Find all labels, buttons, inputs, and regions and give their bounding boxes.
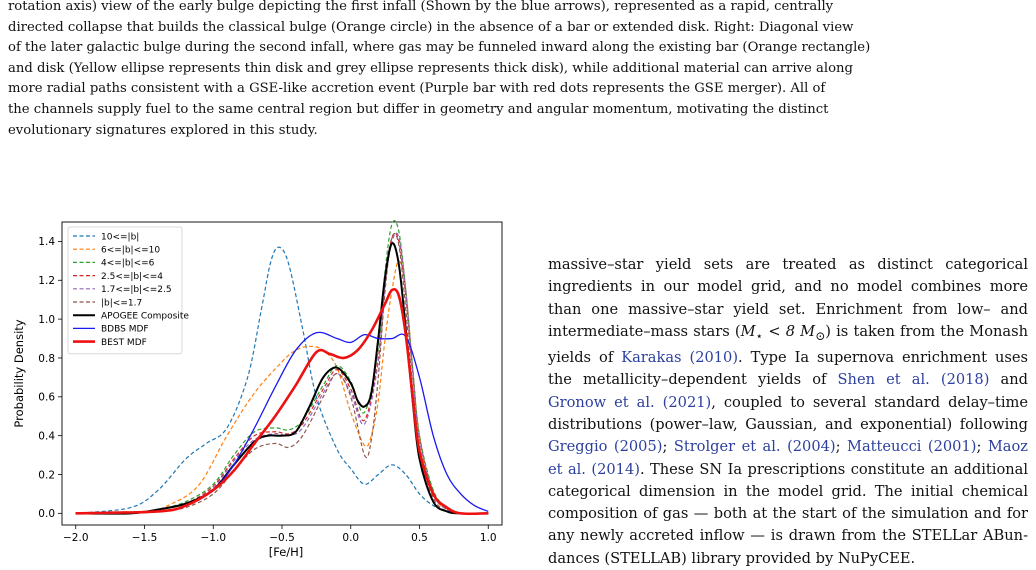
mdf-chart: −2.0 −1.5 −1.0 −0.5 0.0 0.5 1.0 0.0 0.2 0.4 0.6 0.8… — [12, 220, 503, 559]
legend-box — [67, 226, 183, 355]
citation-link[interactable]: Greg­gio (2005) — [548, 438, 663, 456]
y-tick-label: 0.6 — [38, 392, 55, 404]
caption-line: and disk (Yellow ellipse represents thin… — [8, 60, 853, 76]
x-tick-label: −1.5 — [132, 532, 158, 544]
x-tick-label: 0.0 — [342, 532, 359, 544]
x-axis-label: [Fe/H] — [269, 545, 304, 559]
x-tick-label: 1.0 — [480, 532, 497, 544]
legend-entry: 10<=|b| — [101, 232, 139, 242]
caption-line: more radial paths consistent with a GSE-… — [8, 81, 826, 97]
citation-link[interactable]: Strolger et al. (2004) — [673, 438, 836, 456]
series-line-10-b- — [75, 246, 489, 515]
x-tick-label: −1.0 — [201, 532, 227, 544]
y-tick-label: 0.4 — [38, 430, 55, 442]
text-run: ) is taken from the Monash yields of — [548, 322, 1028, 367]
caption-line: the channels supply fuel to the same cen… — [8, 101, 829, 117]
citation-link[interactable]: Shen et al. (2018) — [837, 371, 990, 389]
x-tick-label: 0.5 — [411, 532, 428, 544]
math-symbol: M — [740, 322, 756, 340]
text-run: massive–star yield sets are treated as d… — [548, 256, 1028, 340]
legend-entry: BDBS MDF — [101, 325, 149, 335]
y-tick-label: 0.8 — [38, 353, 55, 365]
citation-link[interactable]: Maoz et al. (2014) — [548, 438, 1028, 478]
legend-entry: BEST MDF — [101, 338, 147, 348]
x-tick-label: −0.5 — [269, 532, 295, 544]
mdf-figure: −2.0 −1.5 −1.0 −0.5 0.0 0.5 1.0 0.0 0.2 0.4 0.6 0.8… — [0, 212, 520, 561]
body-paragraph: massive–star yield sets are treated as d… — [548, 254, 1028, 570]
citation-link[interactable]: Gronow et al. (2021) — [548, 393, 712, 411]
text-run: . Type Ia supernova enrichment uses the … — [548, 349, 1028, 389]
math-subscript: ⋆ — [755, 328, 764, 343]
text-run: , coupled to several standard delay–time… — [548, 393, 1028, 433]
figure-caption: rotation axis) view of the early bulge d… — [8, 0, 1028, 141]
y-tick-label: 1.0 — [38, 314, 55, 326]
y-tick-label: 1.4 — [38, 236, 55, 248]
text-run: ; — [835, 438, 847, 456]
math-subscript: ⊙ — [815, 328, 826, 343]
legend-entry: APOGEE Composite — [101, 312, 189, 322]
series-line-6-b-10 — [75, 260, 489, 515]
legend-entry: 1.7<=|b|<=2.5 — [101, 285, 172, 295]
text-run: and — [989, 371, 1028, 389]
caption-line: evolutionary signatures explored in this… — [8, 122, 318, 138]
legend-entry: 4<=|b|<=6 — [101, 259, 155, 269]
text-run: ; — [662, 438, 674, 456]
series-line-2-5-b-4 — [75, 232, 489, 515]
caption-line: directed collapse that builds the classi… — [8, 19, 854, 35]
caption-line: rotation axis) view of the early bulge d… — [8, 0, 834, 14]
series-line-best-mdf — [75, 287, 489, 516]
y-axis-label: Probability Density — [12, 319, 26, 427]
x-tick-label: −2.0 — [63, 532, 89, 544]
legend-entry: 2.5<=|b|<=4 — [101, 272, 163, 282]
citation-link[interactable]: Matteucci (2001) — [847, 438, 977, 456]
legend-entry: 6<=|b|<=10 — [101, 246, 160, 256]
body-text: massive–star yield sets are treated as d… — [548, 254, 1028, 570]
y-tick-label: 0.2 — [38, 469, 55, 481]
series-line--b-1-7 — [75, 232, 489, 515]
legend-entry: |b|<=1.7 — [101, 298, 142, 308]
series-line-1-7-b-2-5 — [75, 232, 489, 515]
math-symbol: < 8 M — [763, 322, 816, 340]
caption-line: of the later galactic bulge during the s… — [8, 40, 871, 56]
y-tick-label: 0.0 — [38, 508, 55, 520]
citation-link[interactable]: Karakas (2010) — [621, 349, 739, 367]
y-tick-label: 1.2 — [38, 275, 55, 287]
text-run: ; — [976, 438, 988, 456]
